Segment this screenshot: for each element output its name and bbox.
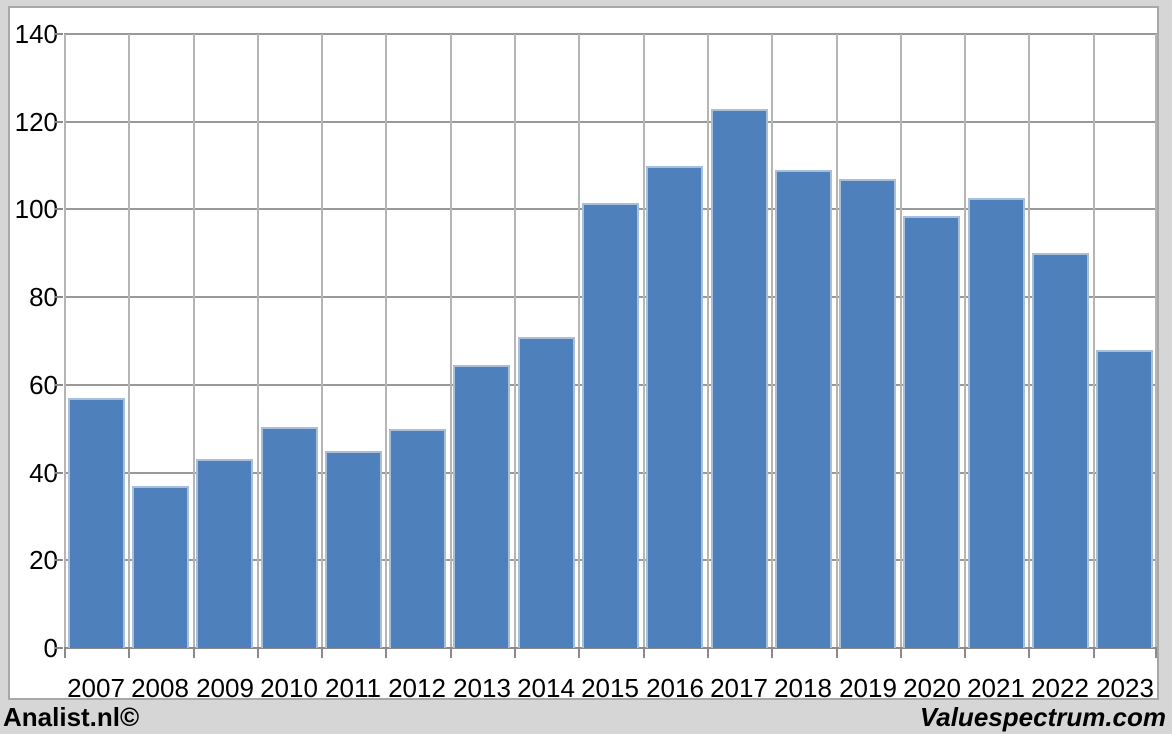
x-tick-label-2008: 2008	[131, 673, 189, 703]
x-tick-mark-0	[64, 648, 66, 658]
gridline-x-0	[64, 34, 66, 648]
x-tick-mark-10	[707, 648, 709, 658]
bar-2020	[903, 216, 960, 648]
x-tick-label-2017: 2017	[710, 673, 768, 703]
bar-2023	[1096, 350, 1153, 648]
x-tick-mark-2	[193, 648, 195, 658]
plot-area	[64, 33, 1157, 649]
x-tick-label-2012: 2012	[388, 673, 446, 703]
brand-valuespectrum: Valuespectrum.com	[919, 702, 1166, 732]
gridline-x-16	[1093, 34, 1095, 648]
gridline-x-13	[900, 34, 902, 648]
y-tick-mark-80	[55, 296, 63, 299]
x-tick-mark-9	[643, 648, 645, 658]
gridline-x-3	[257, 34, 259, 648]
gridline-x-9	[643, 34, 645, 648]
x-tick-label-2021: 2021	[967, 673, 1025, 703]
y-tick-label-100: 100	[14, 194, 58, 225]
x-tick-label-2014: 2014	[517, 673, 575, 703]
y-tick-mark-40	[55, 471, 63, 474]
x-tick-label-2013: 2013	[453, 673, 511, 703]
bar-2022	[1032, 253, 1089, 648]
gridline-x-17	[1155, 34, 1157, 648]
y-tick-label-20: 20	[29, 545, 58, 576]
x-tick-mark-15	[1028, 648, 1030, 658]
y-tick-label-120: 120	[14, 106, 58, 137]
bar-2012	[389, 429, 446, 648]
x-tick-label-2009: 2009	[196, 673, 254, 703]
gridline-x-7	[514, 34, 516, 648]
y-tick-label-40: 40	[29, 457, 58, 488]
x-tick-mark-1	[128, 648, 130, 658]
x-tick-label-2011: 2011	[325, 673, 381, 703]
gridline-x-4	[321, 34, 323, 648]
x-tick-label-2015: 2015	[581, 673, 639, 703]
bar-2017	[711, 109, 768, 648]
y-tick-mark-140	[55, 33, 63, 35]
gridline-x-5	[385, 34, 387, 648]
x-tick-mark-3	[257, 648, 259, 658]
y-tick-mark-120	[55, 120, 63, 123]
footer-bar: Analist.nl© Valuespectrum.com	[0, 700, 1172, 734]
brand-analist: Analist.nl©	[3, 702, 140, 732]
bar-2010	[261, 427, 318, 648]
y-tick-mark-100	[55, 208, 63, 211]
bar-2009	[196, 459, 253, 648]
gridline-x-2	[193, 34, 195, 648]
gridline-x-12	[836, 34, 838, 648]
x-tick-mark-14	[964, 648, 966, 658]
x-tick-mark-11	[771, 648, 773, 658]
x-tick-label-2020: 2020	[903, 673, 961, 703]
x-tick-label-2022: 2022	[1031, 673, 1089, 703]
bar-2018	[775, 170, 832, 648]
x-tick-label-2019: 2019	[839, 673, 897, 703]
gridline-y-120	[64, 120, 1157, 123]
gridline-x-14	[964, 34, 966, 648]
bar-2008	[132, 486, 189, 648]
bar-2015	[582, 203, 639, 648]
x-tick-label-2007: 2007	[67, 673, 125, 703]
x-tick-mark-17	[1155, 648, 1157, 658]
gridline-x-15	[1028, 34, 1030, 648]
x-tick-mark-12	[836, 648, 838, 658]
y-tick-mark-0	[55, 647, 63, 649]
x-tick-mark-4	[321, 648, 323, 658]
x-tick-label-2023: 2023	[1096, 673, 1154, 703]
x-tick-label-2016: 2016	[646, 673, 704, 703]
x-tick-mark-16	[1093, 648, 1095, 658]
x-tick-mark-5	[385, 648, 387, 658]
bar-2016	[646, 166, 703, 648]
bar-2014	[518, 337, 575, 648]
x-tick-mark-6	[450, 648, 452, 658]
gridline-x-1	[128, 34, 130, 648]
y-tick-label-140: 140	[14, 19, 58, 49]
gridline-x-11	[771, 34, 773, 648]
bar-2021	[968, 198, 1025, 648]
y-tick-mark-20	[55, 559, 63, 562]
y-tick-label-80: 80	[29, 282, 58, 313]
bar-2011	[325, 451, 382, 648]
x-tick-mark-7	[514, 648, 516, 658]
chart-panel: 0 20 40 60 80 100 120 140 2007 2008 2009 2010 2011 2…	[8, 6, 1159, 703]
x-tick-mark-8	[578, 648, 580, 658]
bar-2013	[453, 365, 510, 648]
x-tick-mark-13	[900, 648, 902, 658]
y-tick-label-0: 0	[43, 633, 58, 663]
bar-2019	[839, 179, 896, 648]
gridline-y-140	[64, 33, 1157, 35]
x-axis-line	[64, 647, 1157, 649]
y-tick-mark-60	[55, 383, 63, 386]
bar-2007	[68, 398, 125, 648]
x-tick-label-2010: 2010	[260, 673, 318, 703]
x-tick-label-2018: 2018	[774, 673, 832, 703]
y-tick-label-60: 60	[29, 369, 58, 400]
gridline-x-10	[707, 34, 709, 648]
gridline-x-8	[578, 34, 580, 648]
gridline-x-6	[450, 34, 452, 648]
